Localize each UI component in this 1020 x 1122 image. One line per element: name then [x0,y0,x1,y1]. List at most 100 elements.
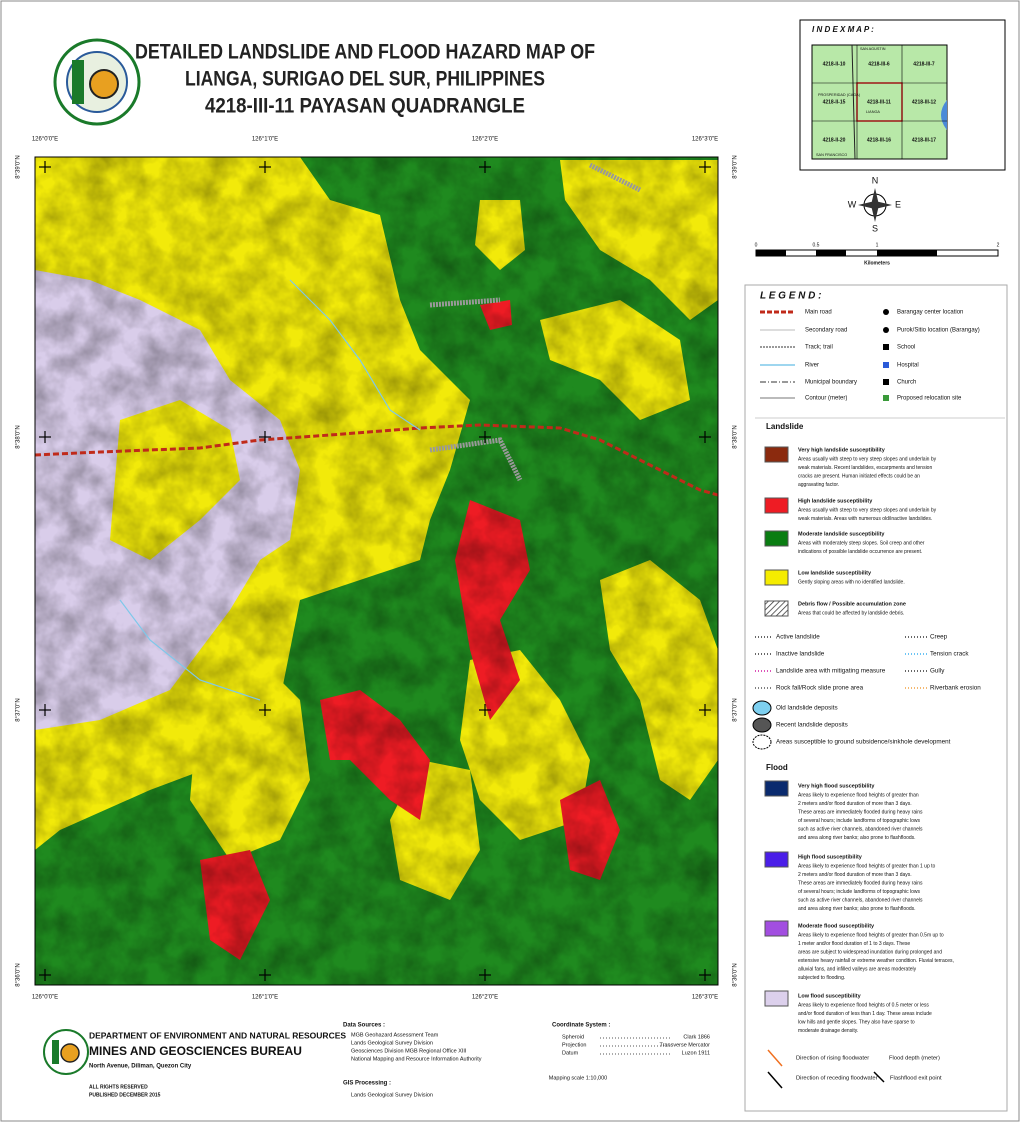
receding-arrow [767,1071,783,1089]
feature-label: Contour (meter) [805,396,847,402]
flood-symbol-label: Flood depth (meter) [889,1056,940,1062]
landslide-class: Very high landslide susceptibility [798,447,886,453]
longitude-label: 126°1'0"E [252,995,278,1001]
point-label: Church [897,380,916,386]
point-symbol [883,309,889,315]
flood-description: extensive heavy rainfall or extreme weat… [798,958,954,964]
latitude-label: 8°38'0"N [733,425,739,448]
landslide-description: weak materials. Recent landslides, escar… [798,465,932,471]
coordinate-value: Clark 1866 [683,1034,710,1040]
deposit-symbol [752,734,772,750]
index-sheet: 4218-III-6 [868,61,890,67]
flood-description: These areas are immediately flooded duri… [798,880,923,886]
point-symbol [883,379,889,385]
line-symbol-label: Creep [930,634,948,641]
flood-description: 2 meters and/or flood duration of more t… [798,872,912,878]
debris-zone [429,437,523,482]
flood-description: 1 meter and/or flood duration of 1 to 3 … [798,941,910,947]
deposit-symbol [752,717,772,733]
index-sheet: 4218-III-12 [912,99,936,105]
flood-description: such as active river channels, abandoned… [798,897,923,903]
flood-class: High flood susceptibility [798,854,863,860]
index-sheet: 4218-III-7 [913,61,935,67]
flood-description: of several hours; include landforms of t… [798,889,921,895]
north-arrow [858,188,892,222]
flood-title: Flood [766,763,788,772]
landslide-class: High landslide susceptibility [798,498,873,504]
index-place: SAN FRANCISCO [816,153,847,157]
main-road [35,423,718,497]
line-symbol-label: Riverbank erosion [930,685,981,692]
line-symbol-label: Rock fall/Rock slide prone area [776,685,864,692]
index-sheet: 4218-III-16 [867,137,891,143]
landslide-description: Areas with moderately steep slopes. Soil… [798,540,925,546]
flood-swatch [764,780,789,797]
latitude-label: 8°39'0"N [16,155,22,178]
feature-label: Track; trail [805,345,833,351]
exit-arrow [873,1071,885,1083]
landslide-title: Landslide [766,422,804,431]
scale-bar [755,249,999,257]
line-symbol-label: Active landslide [776,634,820,641]
flood-description: moderate drainage density. [798,1028,858,1034]
index-sheet: 4218-III-11 [867,99,891,105]
map-title: LIANGA, SURIGAO DEL SUR, PHILIPPINES [185,68,545,91]
longitude-label: 126°3'0"E [692,137,718,143]
flood-description: areas are subject to widespread inundati… [798,949,942,955]
compass-west: W [848,199,857,209]
hillshade [35,157,718,985]
landslide-description: aggravating factor. [798,482,839,488]
latitude-label: 8°36'0"N [16,963,22,986]
longitude-label: 126°1'0"E [252,137,278,143]
point-symbol [883,362,889,368]
flood-class: Low flood susceptibility [798,993,862,999]
flood-description: low hills and gentle slopes. They also h… [798,1019,915,1025]
landslide-class: Debris flow / Possible accumulation zone [798,601,906,607]
bureau-name: MINES AND GEOSCIENCES BUREAU [89,1044,302,1058]
feature-label: River [805,363,819,369]
map-title: 4218-III-11 PAYASAN QUADRANGLE [205,95,525,118]
flood-description: and area along river banks; also prone t… [798,835,916,841]
data-source: National Mapping and Resource Informatio… [351,1056,482,1062]
flood-description: and area along river banks; also prone t… [798,906,916,912]
scale-label: 2 [997,242,1000,248]
longitude-label: 126°3'0"E [692,995,718,1001]
index-sheet: 4218-II-10 [823,61,846,67]
flood-description: Areas likely to experience flood heights… [798,863,936,869]
line-symbol-label: Landslide area with mitigating measure [776,668,886,675]
line-symbol-label: Inactive landslide [776,651,825,658]
flood-description: Areas likely to experience flood heights… [798,1002,929,1008]
flood-description: Areas likely to experience flood heights… [798,932,944,938]
flood-symbol-label: Direction of rising floodwater [796,1056,869,1062]
latitude-label: 8°36'0"N [733,963,739,986]
coordinate-value: Luzon 1911 [682,1050,710,1056]
landslide-swatch [764,530,789,547]
debris-zone [588,162,642,193]
coordinate-key: Datum [562,1050,579,1056]
flood-description: such as active river channels, abandoned… [798,826,923,832]
gis-title: GIS Processing : [343,1081,391,1087]
index-place: LIANGA [866,110,880,114]
feature-label: Secondary road [805,328,847,334]
landslide-description: indications of possible landslide occurr… [798,549,922,555]
landslide-description: Areas that could be affected by landslid… [798,610,904,616]
legend-symbols [600,309,927,1089]
landslide-description: Gently sloping areas with no identified … [798,579,905,585]
longitude-label: 126°0'0"E [32,137,58,143]
flood-swatch [764,920,789,937]
flood-class: Very high flood susceptibility [798,783,875,789]
flood-description: subjected to flooding. [798,975,845,981]
coordinate-title: Coordinate System : [552,1023,610,1029]
map-frame [34,156,719,986]
mgb-logo [53,38,141,126]
river [119,599,261,701]
map-body [35,157,718,985]
data-source: Lands Geological Survey Division [351,1040,433,1046]
point-symbol [883,327,889,333]
index-map-title: I N D E X M A P : [812,25,874,34]
point-label: School [897,345,915,351]
longitude-label: 126°2'0"E [472,995,498,1001]
landslide-description: Areas usually with steep to very steep s… [798,456,937,462]
flood-description: and/or flood duration of less than 1 day… [798,1011,932,1017]
